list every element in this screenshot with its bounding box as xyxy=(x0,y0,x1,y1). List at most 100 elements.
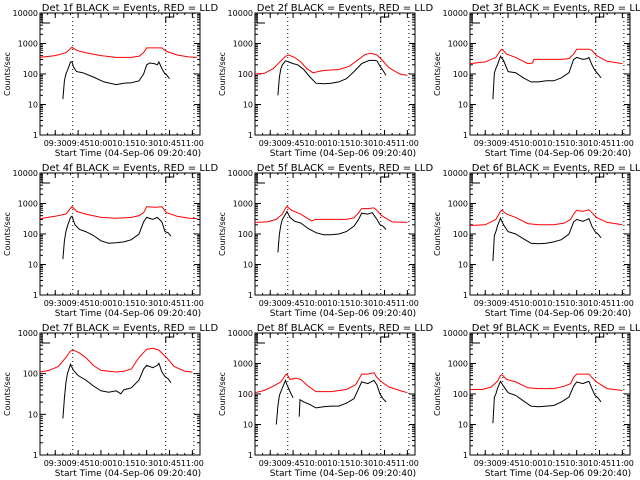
chart-title: Det 4f BLACK = Events, RED = LLD xyxy=(42,163,219,174)
x-tick-label: 10:45 xyxy=(158,459,181,468)
chart-title: Det 7f BLACK = Events, RED = LLD xyxy=(42,323,219,334)
axes-frame xyxy=(39,332,201,456)
y-axis-label: Counts/sec xyxy=(433,52,442,96)
lld-series-line xyxy=(39,46,198,58)
x-axis-label: Start Time (04-Sep-06 09:20:40) xyxy=(55,469,201,479)
interval-bracket-end xyxy=(380,173,390,183)
x-tick-label: 11:00 xyxy=(396,139,419,148)
x-tick-label: 10:45 xyxy=(373,139,396,148)
x-tick-label: 10:15 xyxy=(542,299,565,308)
y-tick-label: 1000 xyxy=(233,200,253,209)
y-tick-label: 1 xyxy=(33,291,38,300)
x-tick-label: 10:00 xyxy=(304,459,327,468)
chart-panel-9: Det 9f BLACK = Events, RED = LLD 1 10 100 10… xyxy=(433,323,640,479)
events-series-line xyxy=(492,216,602,262)
y-tick-label: 10 xyxy=(243,261,253,270)
y-tick-label: 10000 xyxy=(228,9,253,18)
interval-bracket-end xyxy=(595,173,605,183)
interval-bracket-start xyxy=(256,173,265,184)
interval-bracket-end xyxy=(380,333,390,343)
y-tick-label: 10 xyxy=(458,421,468,430)
x-tick-label: 10:00 xyxy=(519,459,542,468)
x-axis-label: Start Time (04-Sep-06 09:20:40) xyxy=(270,149,416,159)
x-tick-label: 10:00 xyxy=(304,299,327,308)
x-tick-label: 10:15 xyxy=(112,139,135,148)
x-tick-label: 10:00 xyxy=(519,139,542,148)
y-axis-label: Counts/sec xyxy=(433,212,442,256)
y-tick-label: 10 xyxy=(28,261,38,270)
y-tick-label: 100 xyxy=(23,70,38,79)
lld-series-line xyxy=(470,373,623,391)
chart-panel-1: Det 1f BLACK = Events, RED = LLD 1 10 100 10… xyxy=(3,3,218,159)
x-tick-label: 10:45 xyxy=(158,139,181,148)
lld-series-line xyxy=(469,209,623,226)
y-tick-label: 1 xyxy=(33,131,38,140)
y-axis-label: Counts/sec xyxy=(218,372,227,416)
axes-frame xyxy=(254,12,416,136)
x-tick-label: 10:45 xyxy=(588,139,611,148)
y-tick-label: 1000 xyxy=(233,360,253,369)
x-tick-label: 10:15 xyxy=(112,299,135,308)
chart-title: Det 3f BLACK = Events, RED = LLD xyxy=(472,3,640,14)
interval-bracket-end xyxy=(165,333,175,343)
x-tick-label: 09:30 xyxy=(259,139,282,148)
x-tick-label: 10:00 xyxy=(89,459,112,468)
lld-series-line xyxy=(254,372,408,394)
x-tick-label: 10:15 xyxy=(112,459,135,468)
x-axis-label: Start Time (04-Sep-06 09:20:40) xyxy=(485,469,631,479)
chart-title: Det 2f BLACK = Events, RED = LLD xyxy=(257,3,434,14)
x-axis-label: Start Time (04-Sep-06 09:20:40) xyxy=(55,309,201,319)
events-series-line xyxy=(275,378,294,425)
y-tick-label: 10 xyxy=(458,101,468,110)
y-tick-label: 1000 xyxy=(18,200,38,209)
chart-title: Det 1f BLACK = Events, RED = LLD xyxy=(42,3,219,14)
x-tick-label: 09:45 xyxy=(282,139,305,148)
interval-bracket-end xyxy=(165,173,175,183)
y-tick-label: 10000 xyxy=(443,169,468,178)
axes-frame xyxy=(39,172,201,296)
y-tick-label: 1 xyxy=(248,451,253,460)
x-tick-label: 11:00 xyxy=(611,459,634,468)
y-tick-label: 1 xyxy=(33,451,38,460)
chart-title: Det 5f BLACK = Events, RED = LLD xyxy=(257,163,434,174)
chart-panel-6: Det 6f BLACK = Events, RED = LLD 1 10 100 10… xyxy=(433,163,640,319)
x-tick-label: 10:30 xyxy=(565,459,588,468)
events-series-line xyxy=(62,215,172,260)
y-tick-label: 1000 xyxy=(448,360,468,369)
y-tick-label: 1 xyxy=(463,131,468,140)
interval-bracket-end xyxy=(165,13,175,23)
x-tick-label: 09:30 xyxy=(259,299,282,308)
x-axis-label: Start Time (04-Sep-06 09:20:40) xyxy=(485,309,631,319)
x-tick-label: 09:30 xyxy=(44,459,67,468)
events-series-line xyxy=(277,59,387,96)
interval-bracket-start xyxy=(471,173,480,184)
events-series-line xyxy=(62,362,172,419)
x-tick-label: 11:00 xyxy=(611,139,634,148)
y-axis-label: Counts/sec xyxy=(433,372,442,416)
interval-bracket-start xyxy=(41,13,50,24)
lld-series-line xyxy=(39,205,198,220)
x-tick-label: 09:45 xyxy=(67,299,90,308)
x-tick-label: 10:15 xyxy=(542,139,565,148)
x-axis-label: Start Time (04-Sep-06 09:20:40) xyxy=(485,149,631,159)
x-tick-label: 09:45 xyxy=(497,459,520,468)
x-tick-label: 10:45 xyxy=(373,299,396,308)
x-tick-label: 10:15 xyxy=(327,139,350,148)
x-tick-label: 09:45 xyxy=(67,459,90,468)
y-tick-label: 1 xyxy=(248,131,253,140)
y-tick-label: 10 xyxy=(28,101,38,110)
x-tick-label: 11:00 xyxy=(181,139,204,148)
x-tick-label: 10:30 xyxy=(135,459,158,468)
x-tick-label: 10:15 xyxy=(327,299,350,308)
x-tick-label: 10:30 xyxy=(565,139,588,148)
x-tick-label: 10:00 xyxy=(89,139,112,148)
y-tick-label: 100 xyxy=(23,370,38,379)
y-tick-label: 100 xyxy=(238,230,253,239)
x-tick-label: 10:15 xyxy=(327,459,350,468)
events-series-line xyxy=(492,380,602,424)
interval-bracket-start xyxy=(41,173,50,184)
x-tick-label: 10:00 xyxy=(519,299,542,308)
x-tick-label: 10:45 xyxy=(588,299,611,308)
y-tick-label: 100 xyxy=(453,390,468,399)
x-tick-label: 09:30 xyxy=(259,459,282,468)
